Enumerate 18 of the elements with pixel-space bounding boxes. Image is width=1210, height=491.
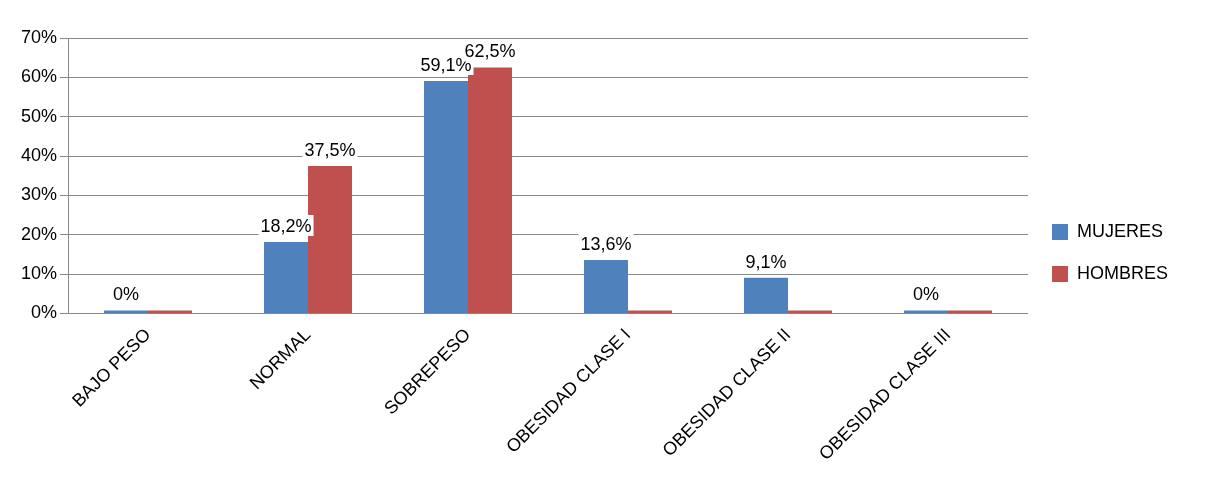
y-tick-label: 0% — [31, 302, 58, 323]
y-tick-label: 30% — [21, 184, 58, 205]
data-label: 9,1% — [745, 251, 787, 272]
legend-label: MUJERES — [1076, 220, 1163, 241]
data-label: 18,2% — [260, 215, 312, 236]
bar — [264, 241, 309, 314]
y-tick-label: 70% — [21, 26, 58, 47]
y-tick-label: 20% — [21, 223, 58, 244]
data-label: 37,5% — [304, 139, 356, 160]
data-label: 0% — [912, 284, 939, 305]
y-tick-label: 10% — [21, 263, 58, 284]
legend-label: HOMBRES — [1076, 262, 1168, 283]
data-label: 13,6% — [580, 233, 632, 254]
data-label: 0% — [113, 284, 140, 305]
y-tick-label: 40% — [21, 145, 58, 166]
y-tick-label: 60% — [21, 66, 58, 87]
y-tick-label: 50% — [21, 105, 58, 126]
bar — [424, 80, 469, 314]
